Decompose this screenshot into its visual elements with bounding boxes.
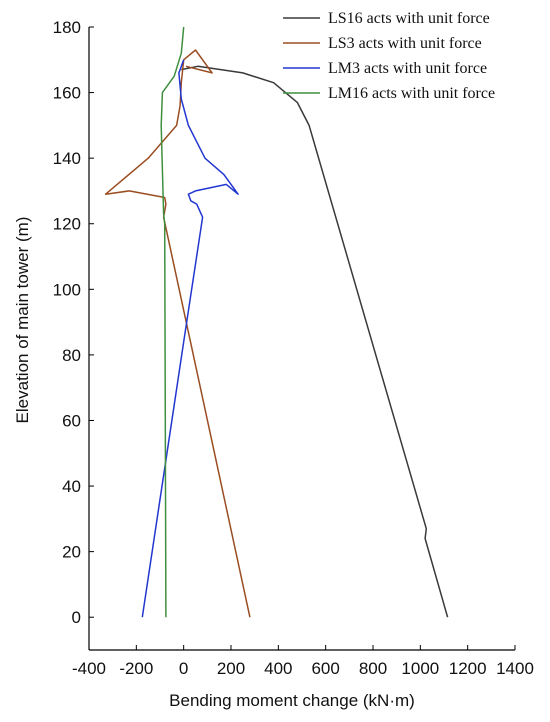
y-tick-label: 120 <box>53 215 81 234</box>
x-tick-label: -200 <box>119 659 153 678</box>
y-tick-label: 40 <box>62 477 81 496</box>
legend: LS16 acts with unit force LS3 acts with u… <box>283 10 495 102</box>
x-tick-label: 1200 <box>449 659 487 678</box>
y-tick-label: 0 <box>72 608 81 627</box>
series-line-4 <box>160 26 185 618</box>
x-tick-label: 1000 <box>401 659 439 678</box>
y-tick-label: 180 <box>53 18 81 37</box>
y-tick-label: 60 <box>62 411 81 430</box>
legend-label-3: LM3 acts with unit force <box>328 60 487 77</box>
x-tick-label: 600 <box>311 659 339 678</box>
x-axis-title: Bending moment change (kN·m) <box>169 691 415 710</box>
series-line-3 <box>141 59 239 618</box>
x-tick-label: 800 <box>359 659 387 678</box>
legend-label-4: LM16 acts with unit force <box>328 85 495 102</box>
y-tick-label: 100 <box>53 280 81 299</box>
y-ticks: 0 20 40 60 80 100 120 140 160 180 <box>53 18 94 627</box>
x-ticks: -400 -200 0 200 400 600 800 1000 1200 1400 <box>72 645 534 678</box>
x-tick-label: 400 <box>264 659 292 678</box>
x-tick-label: 0 <box>179 659 188 678</box>
series-line-2 <box>104 49 251 618</box>
y-tick-label: 80 <box>62 346 81 365</box>
x-tick-label: -400 <box>72 659 106 678</box>
y-axis-title: Elevation of main tower (m) <box>13 217 32 424</box>
y-tick-label: 20 <box>62 543 81 562</box>
legend-label-1: LS16 acts with unit force <box>328 10 490 27</box>
series-group <box>104 26 449 618</box>
plot-area: -400 -200 0 200 400 600 800 1000 1200 1400 0 20 40 6… <box>53 18 534 678</box>
x-tick-label: 1400 <box>496 659 534 678</box>
y-tick-label: 140 <box>53 149 81 168</box>
legend-label-2: LS3 acts with unit force <box>328 35 482 52</box>
y-tick-label: 160 <box>53 84 81 103</box>
x-tick-label: 200 <box>217 659 245 678</box>
series-line-1 <box>181 65 449 618</box>
